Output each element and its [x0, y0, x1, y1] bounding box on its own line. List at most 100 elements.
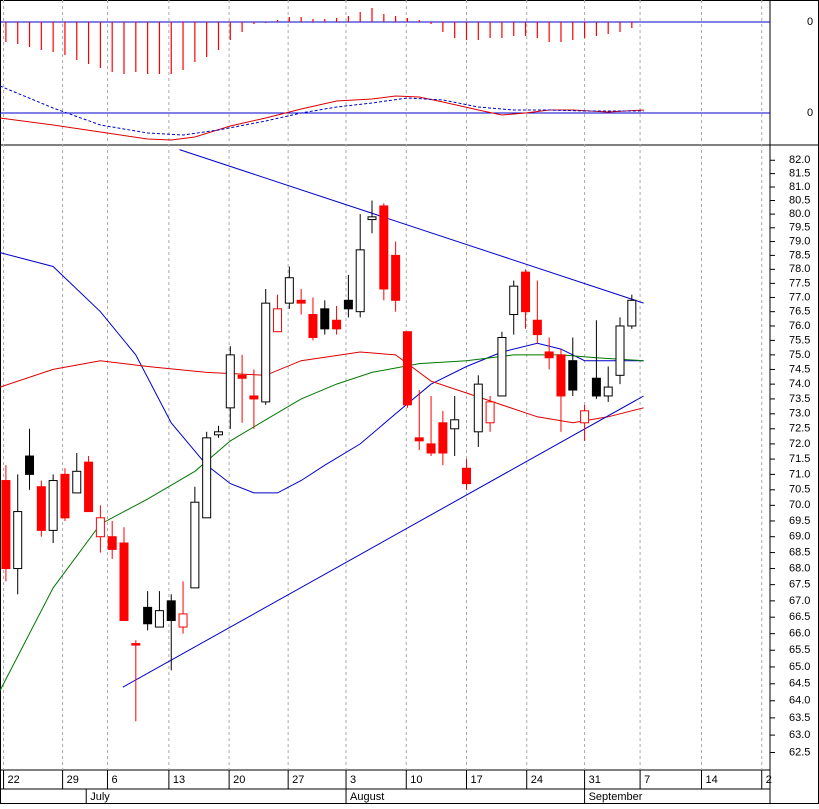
y-tick-label: 64.0: [789, 695, 810, 707]
candle-body: [273, 308, 283, 333]
month-label: July: [90, 791, 110, 803]
macd-line: [0, 95, 644, 141]
candle-body: [332, 319, 342, 330]
candle-body: [391, 254, 401, 301]
y-tick-label: 0: [807, 16, 813, 28]
y-tick-label: 73.5: [789, 393, 810, 405]
y-tick-label: 81.0: [789, 181, 810, 193]
candle-body: [107, 536, 117, 550]
y-tick-label: 67.0: [789, 595, 810, 607]
candle-body: [450, 419, 460, 430]
candle-body: [532, 319, 542, 336]
candle-body: [95, 517, 105, 538]
x-tick-label: 24: [531, 774, 543, 786]
x-tick-label: 2: [766, 774, 772, 786]
y-tick-label: 72.0: [789, 438, 810, 450]
y-tick-label: 74.5: [789, 363, 810, 375]
candle-body: [261, 302, 271, 403]
y-tick-label: 65.5: [789, 644, 810, 656]
candle-body: [202, 437, 212, 519]
y-tick-label: 75.0: [789, 349, 810, 361]
candle-body: [60, 473, 70, 519]
candle-body: [48, 480, 58, 531]
month-label: August: [350, 791, 384, 803]
candle-body: [320, 308, 330, 330]
y-tick-label: 79.5: [789, 222, 810, 234]
candle-body: [414, 437, 424, 442]
y-tick-label: 80.5: [789, 194, 810, 206]
y-tick-label: 77.0: [789, 291, 810, 303]
candle-body: [556, 354, 566, 397]
y-tick-label: 66.0: [789, 628, 810, 640]
candle-body: [225, 354, 235, 409]
y-tick-label: 80.0: [789, 208, 810, 220]
candle-body: [521, 271, 531, 313]
y-tick-label: 72.5: [789, 423, 810, 435]
y-tick-label: 69.5: [789, 515, 810, 527]
y-tick-label: 62.5: [789, 746, 810, 758]
candle-body: [25, 455, 35, 475]
candle-body: [426, 443, 436, 454]
macd-line: [0, 85, 644, 136]
y-tick-label: 78.0: [789, 263, 810, 275]
candle-body: [591, 377, 601, 397]
candle-body: [13, 511, 23, 570]
y-tick-label: 75.5: [789, 334, 810, 346]
candle-body: [131, 643, 141, 646]
month-label: September: [589, 791, 643, 803]
candle-body: [497, 336, 507, 397]
x-tick-label: 27: [292, 774, 304, 786]
candle-body: [438, 422, 448, 454]
candle-body: [190, 501, 200, 589]
y-tick-label: 78.5: [789, 249, 810, 261]
x-tick-label: 3: [350, 774, 356, 786]
candle-body: [544, 351, 554, 359]
candle-body: [603, 386, 613, 397]
x-tick-label: 13: [173, 774, 185, 786]
y-tick-label: 79.0: [789, 235, 810, 247]
candle-body: [568, 360, 578, 391]
y-tick-label: 77.5: [789, 277, 810, 289]
x-tick-label: 22: [8, 774, 20, 786]
x-tick-label: 6: [111, 774, 117, 786]
y-tick-label: 0: [807, 107, 813, 119]
candle-body: [143, 606, 153, 625]
y-tick-label: 69.0: [789, 531, 810, 543]
candle-body: [343, 299, 353, 310]
candle-body: [308, 314, 318, 338]
y-tick-label: 65.0: [789, 661, 810, 673]
candle-body: [237, 374, 247, 379]
x-tick-label: 17: [470, 774, 482, 786]
candle-body: [166, 600, 176, 621]
candle-body: [402, 331, 412, 406]
candle-body: [119, 542, 129, 621]
candle-body: [1, 480, 11, 570]
x-tick-label: 14: [706, 774, 718, 786]
candle-body: [580, 410, 590, 424]
candle-body: [36, 486, 46, 531]
x-tick-label: 7: [644, 774, 650, 786]
y-tick-label: 68.0: [789, 562, 810, 574]
y-tick-label: 71.0: [789, 468, 810, 480]
candle-body: [379, 205, 389, 290]
candle-body: [627, 299, 637, 327]
y-tick-label: 74.0: [789, 378, 810, 390]
candle-body: [485, 401, 495, 424]
y-tick-label: 64.5: [789, 678, 810, 690]
candle-body: [213, 431, 223, 436]
x-tick-label: 29: [67, 774, 79, 786]
y-tick-label: 76.0: [789, 320, 810, 332]
moving-average: [0, 354, 644, 691]
x-tick-label: 20: [233, 774, 245, 786]
candle-body: [249, 395, 259, 400]
candle-body: [154, 610, 164, 628]
candle-body: [367, 216, 377, 221]
candle-body: [72, 470, 82, 494]
candle-body: [296, 299, 306, 304]
trendline: [122, 395, 644, 688]
y-tick-label: 70.5: [789, 484, 810, 496]
y-tick-label: 68.5: [789, 546, 810, 558]
y-tick-label: 63.0: [789, 729, 810, 741]
x-tick-label: 10: [410, 774, 422, 786]
